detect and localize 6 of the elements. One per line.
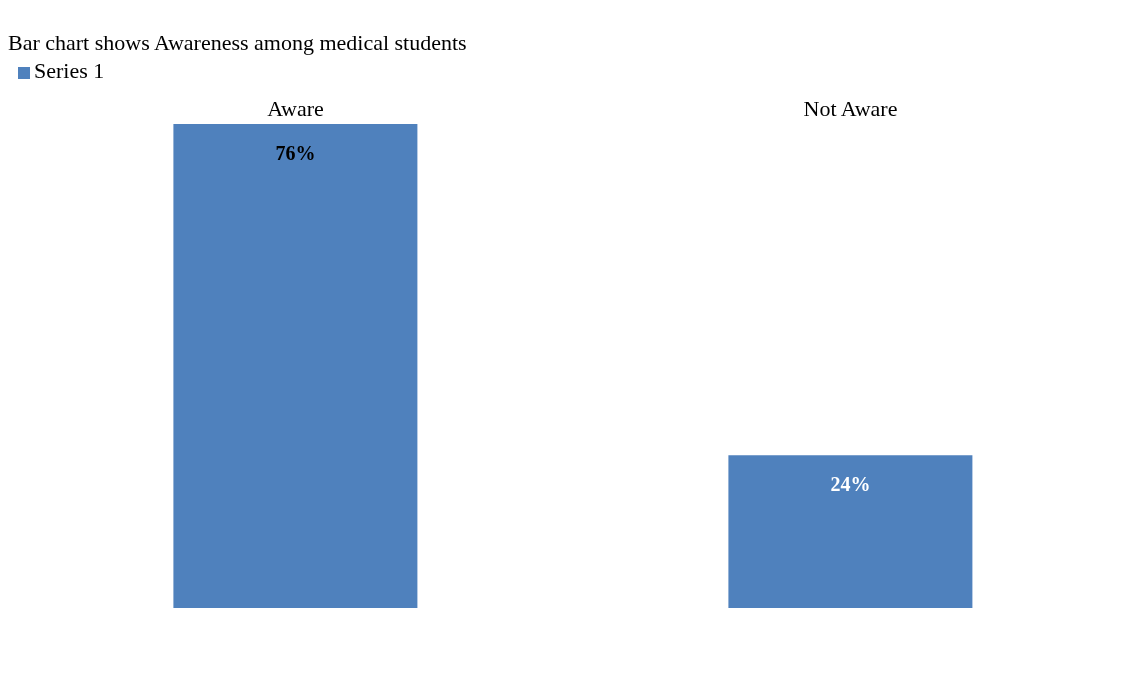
data-label: 24% <box>830 473 871 496</box>
chart-title: Bar chart shows Awareness among medical students <box>8 29 468 57</box>
legend-label: Series 1 <box>34 58 105 83</box>
x-tick-label: Aware <box>267 96 324 121</box>
x-tick-label: Not Aware <box>803 96 898 121</box>
data-label: 76% <box>275 142 316 164</box>
